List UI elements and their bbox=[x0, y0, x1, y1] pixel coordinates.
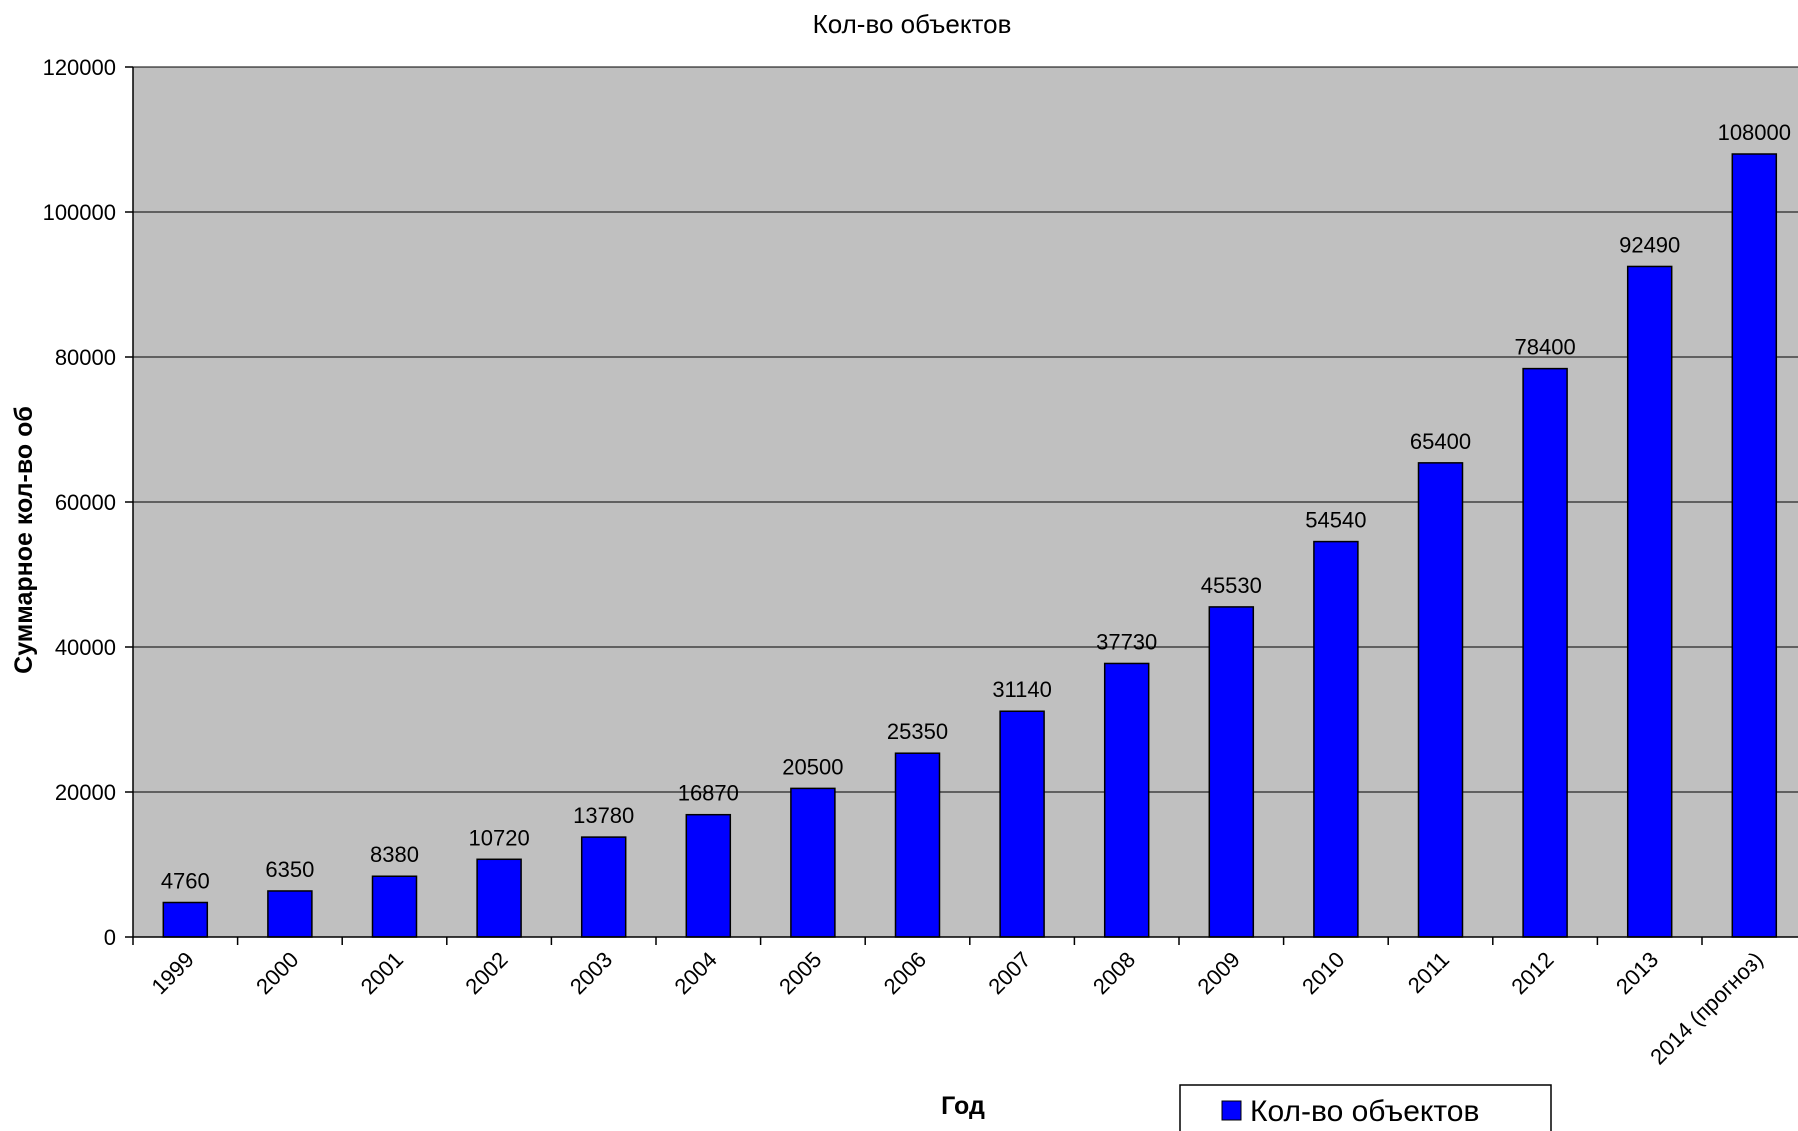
x-tick-label-11: 2010 bbox=[1297, 947, 1349, 999]
data-label-4: 13780 bbox=[573, 803, 634, 828]
y-tick-label-4: 80000 bbox=[55, 345, 116, 370]
legend-swatch bbox=[1221, 1100, 1242, 1121]
x-tick-label-4: 2003 bbox=[565, 947, 617, 999]
y-axis-label: Суммарное кол-во об bbox=[10, 406, 38, 674]
x-axis-label: Год bbox=[941, 1092, 985, 1120]
data-labels: 4760 6350 8380 10720 13780 16870 20500 25350 311… bbox=[161, 120, 1791, 893]
x-tick-label-15: 2014 (прогноз) bbox=[1645, 947, 1768, 1070]
data-label-7: 25350 bbox=[887, 719, 948, 744]
y-tick-label-6: 120000 bbox=[43, 55, 116, 80]
data-label-9: 37730 bbox=[1096, 629, 1157, 654]
bar-2008 bbox=[1103, 662, 1150, 938]
bar-2010 bbox=[1313, 540, 1359, 938]
data-label-5: 16870 bbox=[678, 781, 739, 806]
chart-title: Кол-во объектов bbox=[813, 9, 1012, 39]
legend: Кол-во объектов bbox=[1179, 1084, 1552, 1131]
y-axis-ticks: 0 20000 40000 60000 80000 100000 120000 bbox=[43, 55, 133, 950]
x-tick-label-1: 2000 bbox=[251, 947, 303, 999]
data-label-2: 8380 bbox=[370, 842, 419, 867]
gridlines bbox=[133, 66, 1798, 793]
x-tick-label-2: 2001 bbox=[356, 947, 408, 999]
bar-2003 bbox=[580, 836, 627, 938]
bar-2004 bbox=[685, 813, 732, 938]
data-label-3: 10720 bbox=[469, 825, 530, 850]
bar-1999 bbox=[162, 901, 209, 938]
legend-label: Кол-во объектов bbox=[1250, 1095, 1479, 1128]
x-tick-label-14: 2013 bbox=[1611, 947, 1663, 999]
legend-box bbox=[1179, 1084, 1552, 1131]
bar-2005 bbox=[790, 787, 836, 938]
y-tick-label-2: 40000 bbox=[55, 635, 116, 660]
x-tick-label-9: 2008 bbox=[1088, 947, 1140, 999]
bar-2009 bbox=[1208, 606, 1255, 938]
data-label-1: 6350 bbox=[265, 857, 314, 882]
bar-2012 bbox=[1522, 367, 1568, 938]
x-tick-label-8: 2007 bbox=[983, 947, 1035, 999]
x-tick-label-7: 2006 bbox=[879, 947, 931, 999]
bar-2000 bbox=[267, 890, 313, 938]
bar-2001 bbox=[371, 875, 418, 938]
x-tick-label-0: 1999 bbox=[147, 947, 199, 999]
axes bbox=[132, 67, 1798, 938]
data-label-11: 54540 bbox=[1305, 508, 1366, 533]
bar-2007 bbox=[999, 710, 1045, 938]
bar-2014 bbox=[1731, 153, 1778, 938]
y-tick-label-3: 60000 bbox=[55, 490, 116, 515]
data-label-12: 65400 bbox=[1410, 429, 1471, 454]
data-label-0: 4760 bbox=[161, 868, 210, 893]
data-label-14: 92490 bbox=[1619, 232, 1680, 257]
bar-2013 bbox=[1626, 265, 1673, 938]
data-label-15: 108000 bbox=[1718, 120, 1791, 145]
x-axis-ticks: 1999 2000 2001 2002 2003 2004 2005 2006 2007 2008… bbox=[132, 937, 1768, 1070]
x-tick-label-5: 2004 bbox=[670, 947, 722, 999]
x-tick-label-12: 2011 bbox=[1403, 947, 1454, 998]
x-tick-label-3: 2002 bbox=[460, 947, 512, 999]
x-tick-label-6: 2005 bbox=[774, 947, 826, 999]
data-label-13: 78400 bbox=[1515, 335, 1576, 360]
y-tick-label-5: 100000 bbox=[43, 200, 116, 225]
x-tick-label-10: 2009 bbox=[1193, 947, 1245, 999]
bar-2002 bbox=[476, 858, 522, 938]
data-label-8: 31140 bbox=[992, 677, 1052, 702]
bar-2006 bbox=[894, 752, 941, 938]
y-tick-label-0: 0 bbox=[104, 925, 116, 950]
data-label-10: 45530 bbox=[1201, 573, 1262, 598]
bar-2011 bbox=[1417, 462, 1464, 938]
x-tick-label-13: 2012 bbox=[1506, 947, 1558, 999]
bars bbox=[162, 153, 1778, 938]
y-tick-label-1: 20000 bbox=[55, 780, 116, 805]
data-label-6: 20500 bbox=[782, 754, 843, 779]
